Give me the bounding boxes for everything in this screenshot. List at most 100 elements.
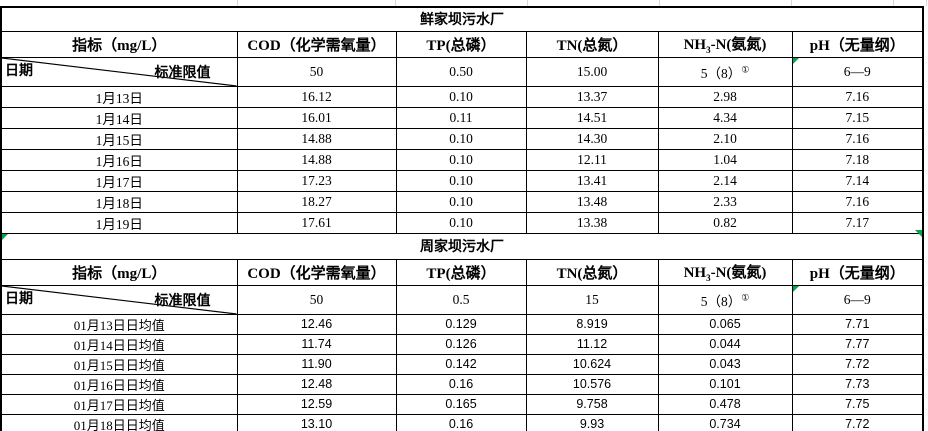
cell-cod[interactable]: 12.59: [236, 393, 397, 415]
cell-tn[interactable]: 14.51: [525, 106, 659, 129]
header-indicator[interactable]: 指标（mg/L）: [0, 30, 238, 58]
limit-cod[interactable]: 50: [236, 56, 397, 87]
cell-nh3n[interactable]: 0.82: [657, 211, 793, 234]
cell-date[interactable]: 1月13日: [0, 85, 238, 108]
cell-tp[interactable]: 0.16: [395, 373, 527, 395]
header-cod[interactable]: COD（化学需氧量）: [236, 30, 397, 58]
plant1-title-cell[interactable]: 鲜家坝污水厂: [0, 6, 924, 32]
limit-nh3n[interactable]: 5（8）①: [657, 56, 793, 87]
cell-tn[interactable]: 9.93: [525, 413, 659, 431]
cell-nh3n[interactable]: 2.10: [657, 127, 793, 150]
cell-cod[interactable]: 11.74: [236, 333, 397, 355]
cell-tn[interactable]: 10.624: [525, 353, 659, 375]
cell-tn[interactable]: 13.38: [525, 211, 659, 234]
cell-nh3n[interactable]: 0.043: [657, 353, 793, 375]
limit-tp[interactable]: 0.5: [395, 284, 527, 315]
cell-tp[interactable]: 0.10: [395, 85, 527, 108]
header-tp[interactable]: TP(总磷）: [395, 258, 527, 286]
cell-tp[interactable]: 0.142: [395, 353, 527, 375]
cell-nh3n[interactable]: 0.065: [657, 313, 793, 335]
cell-cod[interactable]: 12.46: [236, 313, 397, 335]
cell-ph[interactable]: 7.16: [791, 127, 924, 150]
cell-ph[interactable]: 7.71: [791, 313, 924, 335]
cell-ph[interactable]: 7.16: [791, 85, 924, 108]
cell-tn[interactable]: 13.41: [525, 169, 659, 192]
cell-tn[interactable]: 10.576: [525, 373, 659, 395]
cell-tp[interactable]: 0.129: [395, 313, 527, 335]
cell-cod[interactable]: 18.27: [236, 190, 397, 213]
cell-nh3n[interactable]: 2.14: [657, 169, 793, 192]
limit-ph[interactable]: 6—9: [791, 284, 924, 315]
cell-nh3n[interactable]: 0.044: [657, 333, 793, 355]
limit-tn[interactable]: 15.00: [525, 56, 659, 87]
cell-cod[interactable]: 17.23: [236, 169, 397, 192]
cell-tp[interactable]: 0.10: [395, 169, 527, 192]
date-limit-corner-cell[interactable]: 日期 标准限值: [0, 284, 238, 315]
cell-tn[interactable]: 11.12: [525, 333, 659, 355]
cell-cod[interactable]: 13.10: [236, 413, 397, 431]
cell-nh3n[interactable]: 0.734: [657, 413, 793, 431]
cell-nh3n[interactable]: 4.34: [657, 106, 793, 129]
cell-tn[interactable]: 12.11: [525, 148, 659, 171]
cell-tp[interactable]: 0.10: [395, 190, 527, 213]
cell-nh3n[interactable]: 1.04: [657, 148, 793, 171]
header-nh3n[interactable]: NH3-N(氨氮): [657, 30, 793, 58]
header-ph[interactable]: pH（无量纲）: [791, 30, 924, 58]
cell-date[interactable]: 01月14日日均值: [0, 333, 238, 355]
limit-ph[interactable]: 6—9: [791, 56, 924, 87]
cell-tp[interactable]: 0.11: [395, 106, 527, 129]
cell-date[interactable]: 1月17日: [0, 169, 238, 192]
header-ph[interactable]: pH（无量纲）: [791, 258, 924, 286]
cell-ph[interactable]: 7.72: [791, 413, 924, 431]
cell-nh3n[interactable]: 0.101: [657, 373, 793, 395]
cell-tn[interactable]: 14.30: [525, 127, 659, 150]
cell-tp[interactable]: 0.126: [395, 333, 527, 355]
cell-tp[interactable]: 0.10: [395, 127, 527, 150]
limit-nh3n[interactable]: 5（8）①: [657, 284, 793, 315]
cell-cod[interactable]: 16.12: [236, 85, 397, 108]
cell-ph[interactable]: 7.16: [791, 190, 924, 213]
cell-nh3n[interactable]: 2.33: [657, 190, 793, 213]
cell-cod[interactable]: 11.90: [236, 353, 397, 375]
cell-tn[interactable]: 8.919: [525, 313, 659, 335]
date-limit-corner-cell[interactable]: 日期 标准限值: [0, 56, 238, 87]
cell-ph[interactable]: 7.72: [791, 353, 924, 375]
header-tp[interactable]: TP(总磷）: [395, 30, 527, 58]
header-tn[interactable]: TN(总氮）: [525, 30, 659, 58]
cell-date[interactable]: 01月13日日均值: [0, 313, 238, 335]
header-tn[interactable]: TN(总氮）: [525, 258, 659, 286]
cell-ph[interactable]: 7.18: [791, 148, 924, 171]
limit-cod[interactable]: 50: [236, 284, 397, 315]
cell-date[interactable]: 1月14日: [0, 106, 238, 129]
cell-tp[interactable]: 0.10: [395, 148, 527, 171]
cell-date[interactable]: 01月18日日均值: [0, 413, 238, 431]
cell-date[interactable]: 1月18日: [0, 190, 238, 213]
cell-tn[interactable]: 13.48: [525, 190, 659, 213]
header-nh3n[interactable]: NH3-N(氨氮): [657, 258, 793, 286]
cell-tp[interactable]: 0.16: [395, 413, 527, 431]
header-indicator[interactable]: 指标（mg/L）: [0, 258, 238, 286]
cell-nh3n[interactable]: 0.478: [657, 393, 793, 415]
cell-ph[interactable]: 7.14: [791, 169, 924, 192]
cell-date[interactable]: 1月19日: [0, 211, 238, 234]
cell-date[interactable]: 1月15日: [0, 127, 238, 150]
limit-tn[interactable]: 15: [525, 284, 659, 315]
cell-date[interactable]: 01月15日日均值: [0, 353, 238, 375]
limit-tp[interactable]: 0.50: [395, 56, 527, 87]
cell-cod[interactable]: 17.61: [236, 211, 397, 234]
cell-cod[interactable]: 16.01: [236, 106, 397, 129]
cell-tn[interactable]: 9.758: [525, 393, 659, 415]
cell-tp[interactable]: 0.165: [395, 393, 527, 415]
cell-ph[interactable]: 7.75: [791, 393, 924, 415]
cell-ph[interactable]: 7.17: [791, 211, 924, 234]
cell-nh3n[interactable]: 2.98: [657, 85, 793, 108]
cell-cod[interactable]: 14.88: [236, 127, 397, 150]
cell-date[interactable]: 01月16日日均值: [0, 373, 238, 395]
cell-ph[interactable]: 7.73: [791, 373, 924, 395]
cell-cod[interactable]: 14.88: [236, 148, 397, 171]
cell-tp[interactable]: 0.10: [395, 211, 527, 234]
header-cod[interactable]: COD（化学需氧量）: [236, 258, 397, 286]
cell-ph[interactable]: 7.15: [791, 106, 924, 129]
plant2-title-cell[interactable]: 周家坝污水厂: [0, 232, 924, 260]
cell-ph[interactable]: 7.77: [791, 333, 924, 355]
